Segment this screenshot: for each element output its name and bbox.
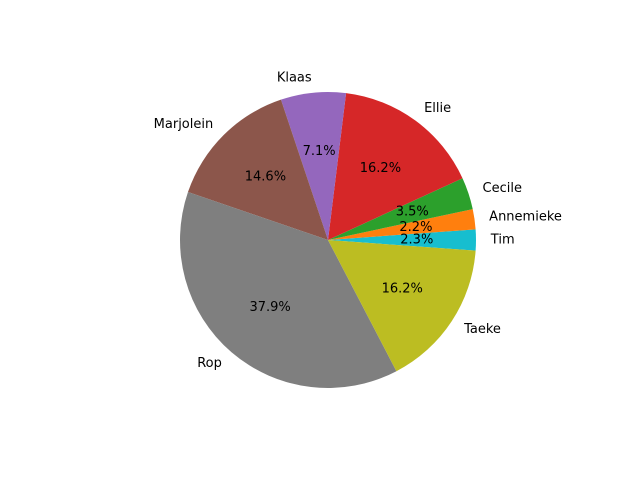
slice-marjolein: [187, 99, 328, 241]
pct-marjolein: 14.6%: [245, 170, 286, 185]
pct-tim: 2.3%: [400, 233, 433, 248]
slice-labels: Tim 2.3% Annemieke 2.2% Cecile 3.5% Ellie 16.2%…: [154, 71, 562, 371]
pct-annemieke: 2.2%: [399, 220, 432, 235]
label-rop: Rop: [197, 356, 222, 371]
label-annemieke: Annemieke: [489, 210, 562, 225]
pct-ellie: 16.2%: [360, 161, 401, 176]
slice-taeke: [328, 240, 476, 372]
label-cecile: Cecile: [483, 181, 522, 196]
slice-ellie: [328, 93, 463, 241]
slice-tim: [328, 229, 476, 251]
slice-rop: [180, 192, 397, 388]
pct-cecile: 3.5%: [396, 205, 429, 220]
slice-cecile: [328, 178, 473, 240]
slice-annemieke: [328, 209, 476, 240]
label-klaas: Klaas: [277, 71, 312, 86]
pct-rop: 37.9%: [249, 300, 290, 315]
label-tim: Tim: [490, 233, 515, 248]
pct-klaas: 7.1%: [303, 144, 336, 159]
label-ellie: Ellie: [424, 101, 451, 116]
label-marjolein: Marjolein: [154, 117, 214, 132]
pct-taeke: 16.2%: [382, 281, 423, 296]
slice-klaas: [280, 92, 347, 240]
label-taeke: Taeke: [463, 322, 501, 337]
pie-slices: [180, 92, 476, 388]
